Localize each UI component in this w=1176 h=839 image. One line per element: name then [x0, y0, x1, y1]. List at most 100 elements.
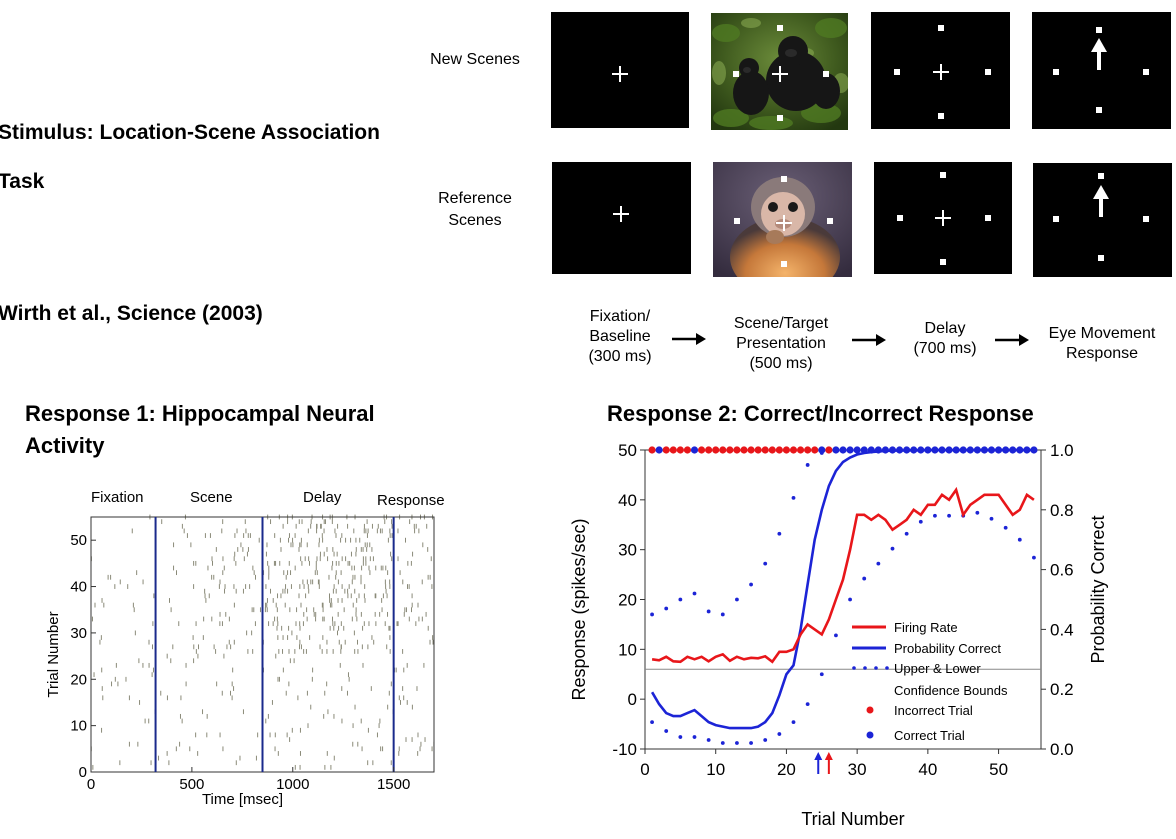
stage-response-label: Eye Movement Response [1034, 324, 1170, 364]
correct-trial-dot [853, 446, 861, 454]
incorrect-trial-dot [705, 446, 713, 454]
lower-bound-point [848, 597, 852, 602]
correct-trial-dot [973, 446, 981, 454]
correct-trial-dot [690, 446, 699, 454]
upper-bound-point [805, 463, 810, 467]
legend-correct-swatch [866, 731, 874, 739]
r2-ytick-right-label: 0.4 [1050, 620, 1074, 639]
new-response-panel [1032, 12, 1171, 129]
r2-ytick-left-label: 30 [618, 541, 637, 560]
raster-xtick-label: 500 [179, 776, 204, 793]
incorrect-trial-dot [733, 446, 741, 454]
delay-targets-icon [897, 172, 991, 265]
correct-trial-dot [945, 446, 953, 454]
correct-trial-dot [952, 446, 960, 454]
learning-trial-arrowhead [824, 752, 833, 760]
incorrect-trial-dot [775, 446, 783, 454]
correct-trial-dot [895, 446, 904, 454]
phase-label-fixation: Fixation [91, 489, 144, 506]
phase-label-delay: Delay [303, 489, 342, 506]
r2-ytick-left-label: -10 [612, 740, 637, 759]
lower-bound-point [904, 531, 909, 536]
lower-bound-point [975, 510, 980, 515]
lower-bound-point [692, 735, 697, 739]
correct-trial-dot [1009, 446, 1017, 454]
citation: Wirth et al., Science (2003) [0, 302, 263, 325]
lower-bound-point [890, 546, 895, 551]
legend-incorrect-swatch [866, 706, 874, 714]
fixation-cross-icon [612, 66, 628, 82]
incorrect-trial-dot [669, 446, 677, 454]
lower-bound-point [1032, 555, 1036, 560]
stage-fixation-line2: Baseline [589, 328, 651, 345]
stage-response-line2: Response [1065, 345, 1139, 362]
incorrect-trial-dot [676, 446, 684, 454]
response1-title-line2: Activity [25, 433, 105, 458]
legend-bounds-label2: Confidence Bounds [894, 683, 1008, 698]
incorrect-trial-dot [754, 446, 762, 454]
incorrect-trial-dot [712, 446, 720, 454]
response1-title: Response 1: Hippocampal Neural Activity [25, 398, 375, 462]
lower-bound-point [876, 561, 881, 566]
r2-xtick-label: 20 [777, 760, 796, 779]
phase-label-scene: Scene [190, 489, 233, 506]
correct-trial-dot [903, 446, 911, 454]
lower-bound-point [989, 516, 994, 521]
raster-ylabel: Trial Number [45, 611, 62, 697]
incorrect-trial-dot [782, 446, 791, 454]
upper-bound-point [650, 612, 654, 617]
r2-ytick-right-label: 0.0 [1050, 740, 1074, 759]
incorrect-trial-dot [740, 446, 748, 454]
correct-trial-dot [818, 446, 826, 454]
phase-label-response: Response [377, 492, 445, 509]
legend-incorrect-label: Incorrect Trial [894, 703, 973, 718]
r2-frame [644, 449, 1042, 750]
raster-plot: 0 500 1000 1500 0 10 20 30 40 50 Time [msec] Tria… [45, 514, 435, 808]
raster-ytick-label: 30 [70, 625, 87, 642]
correct-trial-dot [966, 446, 974, 454]
r2-xtick-label: 50 [989, 760, 1008, 779]
correct-trial-dot [832, 446, 840, 454]
incorrect-trial-dot [761, 446, 769, 454]
correct-trial-dot [931, 446, 939, 454]
lower-bound-point [763, 738, 768, 742]
r2-ytick-left-label: 0 [628, 690, 637, 709]
ref-scene-monkey-panel [713, 162, 852, 277]
lower-bound-point [678, 735, 683, 739]
monkey-scene-image [713, 162, 852, 277]
lower-bound-point [720, 741, 725, 745]
lower-bound-point [1017, 537, 1022, 542]
reference-scenes-label: Reference Scenes [410, 188, 540, 232]
response2-title: Response 2: Correct/Incorrect Response [607, 401, 1034, 426]
r2-ytick-right-label: 0.2 [1050, 680, 1074, 699]
r2-ytick-left-label: 50 [618, 441, 637, 460]
stage-response-line1: Eye Movement [1048, 325, 1156, 342]
incorrect-trial-dot [726, 446, 734, 454]
r2-ytick-right-label: 0.6 [1050, 561, 1074, 580]
r2-series [650, 448, 1036, 745]
raster-xtick-label: 1500 [377, 776, 410, 793]
raster-ytick-label: 40 [70, 579, 87, 596]
raster-xtick-label: 0 [87, 776, 95, 793]
ref-fixation-panel [552, 162, 691, 274]
lower-bound-point [933, 513, 937, 518]
stage-scene-line2: Presentation [736, 335, 826, 352]
legend-bounds-swatch [852, 666, 889, 670]
lower-bound-point [664, 729, 669, 733]
upper-bound-point [763, 561, 768, 566]
legend-bounds-label1: Upper & Lower [894, 661, 981, 676]
arrow-right-icon [852, 334, 886, 346]
r2-xtick-label: 0 [640, 760, 649, 779]
new-fixation-panel [551, 12, 689, 128]
correct-trial-dot [881, 446, 890, 454]
lower-bound-point [650, 720, 654, 724]
gorilla-scene-image [711, 13, 848, 130]
correct-trial-dot [655, 446, 663, 454]
upper-bound-point [749, 582, 753, 587]
incorrect-trial-dot [648, 446, 656, 454]
stage-fixation-line1: Fixation/ [589, 308, 651, 325]
correct-trial-dot [917, 446, 925, 454]
lower-bound-point [805, 702, 810, 707]
correct-trial-dot [888, 446, 897, 454]
upper-bound-point [720, 612, 725, 617]
